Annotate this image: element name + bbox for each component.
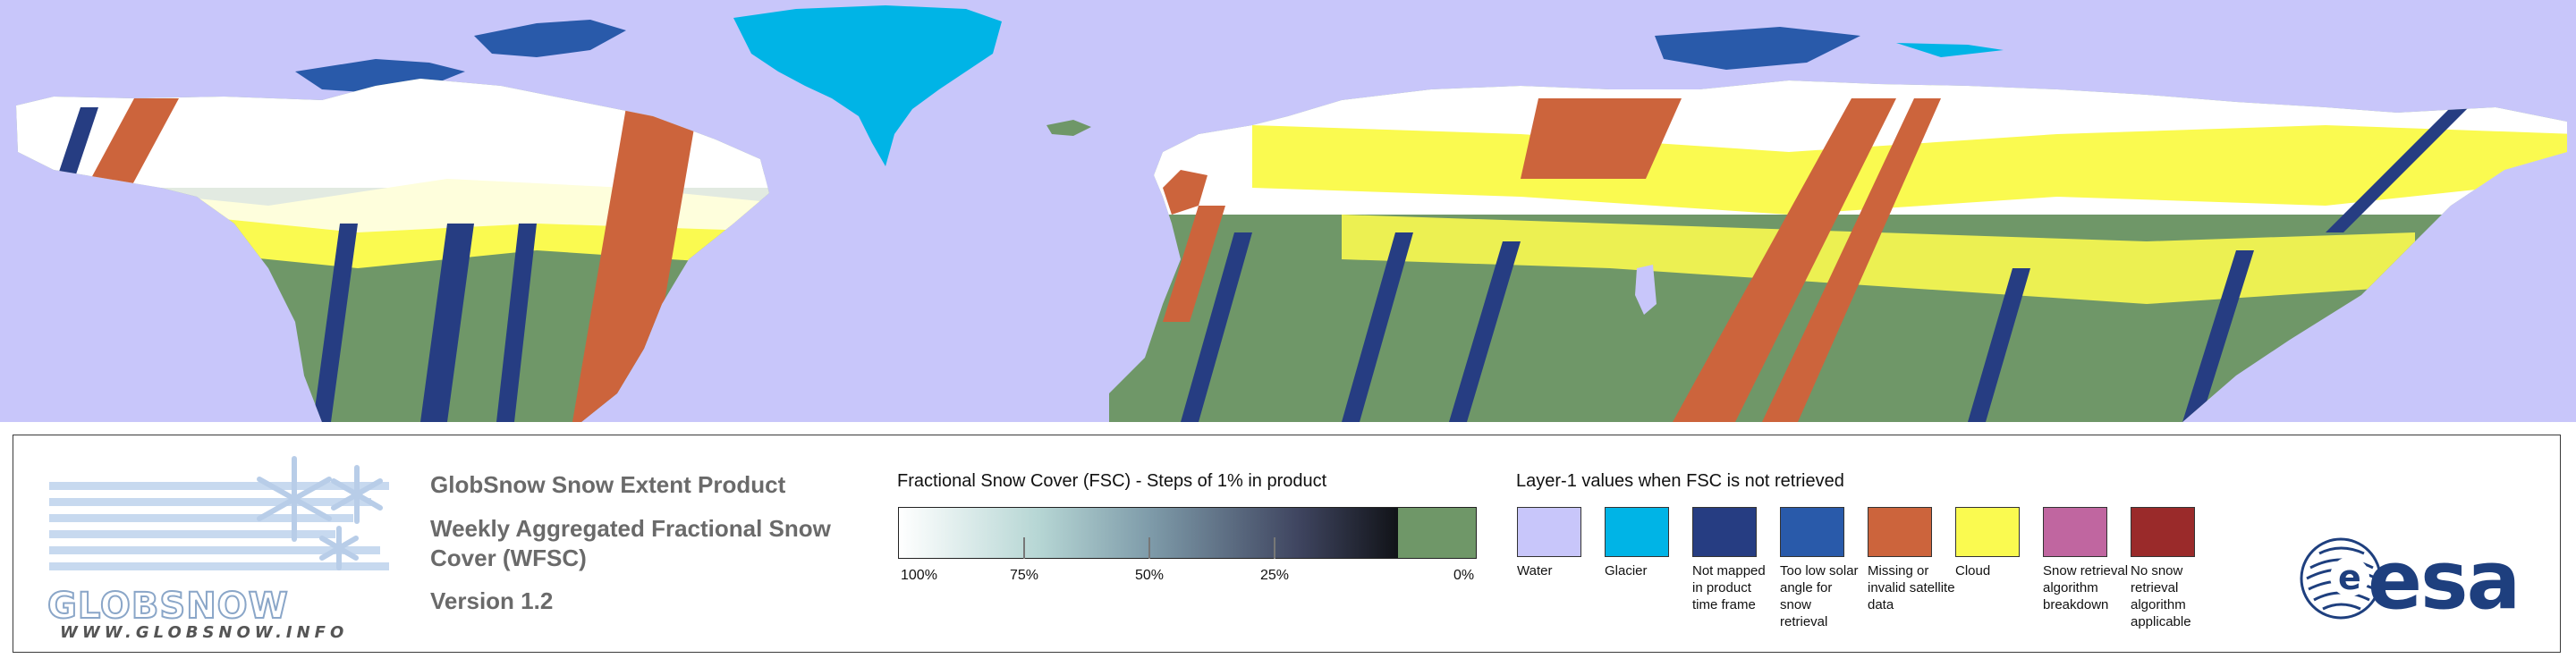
layer1-legend-title: Layer-1 values when FSC is not retrieved	[1516, 471, 1844, 491]
arctic-islands-north	[474, 20, 626, 57]
fsc-label-75: 75%	[1010, 568, 1039, 583]
swatch-algorithm-breakdown	[2043, 507, 2107, 557]
esa-wordmark: esa	[2368, 534, 2521, 628]
logo-stripe	[49, 514, 353, 522]
swatch-no-algorithm	[2131, 507, 2195, 557]
swatch-water	[1517, 507, 1581, 557]
globsnow-wordmark: GLOBSNOW	[47, 585, 289, 628]
globsnow-url: WWW.GLOBSNOW.INFO	[60, 623, 349, 642]
arctic-glacier	[1896, 43, 2004, 57]
label-algorithm-breakdown: Snow retrieval algorithm breakdown	[2043, 563, 2129, 612]
fsc-label-25: 25%	[1260, 568, 1290, 583]
label-water: Water	[1517, 563, 1553, 578]
product-subtitle: Weekly Aggregated Fractional Snow Cover …	[430, 515, 831, 571]
swatch-low-solar-angle	[1780, 507, 1844, 557]
swatch-glacier	[1605, 507, 1669, 557]
snow-cover-map	[0, 0, 2576, 422]
svg-text:e: e	[2338, 558, 2361, 597]
label-low-solar-angle: Too low solar angle for snow retrieval	[1780, 563, 1859, 629]
eurasia	[1109, 80, 2567, 422]
fsc-zero-swatch	[1398, 507, 1477, 559]
greenland-glacier	[733, 5, 1002, 166]
esa-globe-icon: e	[2300, 537, 2382, 620]
legend-panel: GLOBSNOW WWW.GLOBSNOW.INFO GlobSnow Snow…	[13, 435, 2561, 653]
iceland	[1046, 120, 1091, 136]
logo-stripe	[49, 498, 371, 506]
esa-logo: e esa	[2300, 534, 2554, 629]
globsnow-logo: GLOBSNOW WWW.GLOBSNOW.INFO	[35, 446, 411, 643]
swatch-not-mapped	[1692, 507, 1757, 557]
logo-stripe	[49, 562, 389, 570]
label-cloud: Cloud	[1955, 563, 1991, 578]
fsc-label-50: 50%	[1135, 568, 1165, 583]
snowflake-icon	[257, 456, 383, 570]
swatch-cloud	[1955, 507, 2020, 557]
logo-stripe	[49, 530, 335, 538]
logo-stripe	[49, 546, 380, 554]
label-glacier: Glacier	[1605, 563, 1648, 578]
fsc-label-0: 0%	[1453, 568, 1475, 583]
north-america	[16, 79, 769, 422]
label-no-algorithm: No snow retrieval algorithm applicable	[2131, 563, 2191, 629]
map-canvas	[16, 5, 2567, 422]
fsc-tick	[1023, 537, 1025, 559]
label-missing-data: Missing or invalid satellite data	[1868, 563, 1955, 612]
fsc-legend-title: Fractional Snow Cover (FSC) - Steps of 1…	[897, 471, 1327, 491]
fsc-tick	[1274, 537, 1275, 559]
novaya-zemlya	[1655, 27, 1860, 70]
product-version: Version 1.2	[430, 587, 554, 614]
fsc-label-100: 100%	[901, 568, 937, 583]
caspian-sea	[1635, 265, 1657, 315]
label-not-mapped: Not mapped in product time frame	[1692, 563, 1766, 612]
product-title: GlobSnow Snow Extent Product	[430, 471, 786, 498]
british-isles	[1163, 170, 1208, 215]
logo-stripe	[49, 482, 389, 490]
swatch-missing-data	[1868, 507, 1932, 557]
fsc-tick	[1148, 537, 1150, 559]
